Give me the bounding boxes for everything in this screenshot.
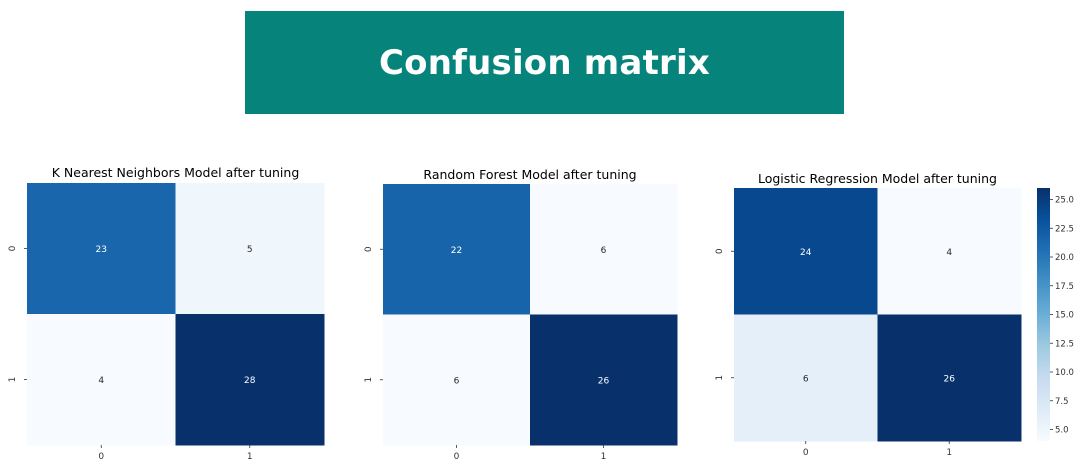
heatmap-cell [877,314,1022,442]
x-tick-label: 1 [247,452,253,462]
heatmap-cell [175,314,325,446]
heatmap-cell [383,184,531,315]
page-title: Confusion matrix [379,42,710,83]
heatmap-cell [27,314,176,446]
heatmap-cell [530,314,678,446]
colorbar-tick-label: 12.5 [1055,339,1074,349]
cell-value-label: 6 [601,246,607,256]
colorbar-tick-label: 20.0 [1055,253,1074,263]
colorbar-tick-label: 7.5 [1055,397,1069,407]
x-tick-label: 0 [803,448,809,458]
cell-value-label: 26 [944,374,956,384]
y-tick-label: 1 [364,377,374,383]
chart-title-1: K Nearest Neighbors Model after tuning [52,165,300,180]
colorbar-tick-label: 15.0 [1055,311,1074,321]
cell-value-label: 4 [946,248,952,258]
cell-value-label: 6 [454,376,460,386]
cell-value-label: 24 [800,248,812,258]
y-tick-label: 1 [8,377,18,383]
title-banner: Confusion matrix [245,11,844,114]
cell-value-label: 6 [803,374,809,384]
cell-value-label: 23 [96,245,107,255]
heatmap-cell [530,184,678,315]
colorbar [1037,188,1050,441]
colorbar-tick-label: 25.0 [1055,196,1074,206]
cell-value-label: 22 [451,246,462,256]
x-tick-label: 1 [946,448,952,458]
colorbar-tick-label: 10.0 [1055,368,1074,378]
x-tick-label: 0 [98,452,104,462]
cell-value-label: 28 [244,376,256,386]
x-tick-label: 0 [454,452,460,462]
heatmap-cell [734,314,878,442]
heatmap-cell [175,183,325,315]
cell-value-label: 4 [98,376,104,386]
heatmap-cell [27,183,176,315]
heatmap-cell [877,188,1022,315]
chart-title-3: Logistic Regression Model after tuning [758,171,997,186]
y-tick-label: 1 [715,375,725,381]
y-tick-label: 0 [715,248,725,254]
chart-title-2: Random Forest Model after tuning [423,167,636,182]
heatmap-cell [734,188,878,315]
cell-value-label: 5 [247,245,253,255]
y-tick-label: 0 [364,246,374,252]
colorbar-tick-label: 17.5 [1055,282,1074,292]
colorbar-tick-label: 22.5 [1055,224,1074,234]
cell-value-label: 26 [598,376,610,386]
heatmap-cell [383,314,531,446]
x-tick-label: 1 [601,452,607,462]
colorbar-tick-label: 5.0 [1055,426,1069,436]
y-tick-label: 0 [8,245,18,251]
